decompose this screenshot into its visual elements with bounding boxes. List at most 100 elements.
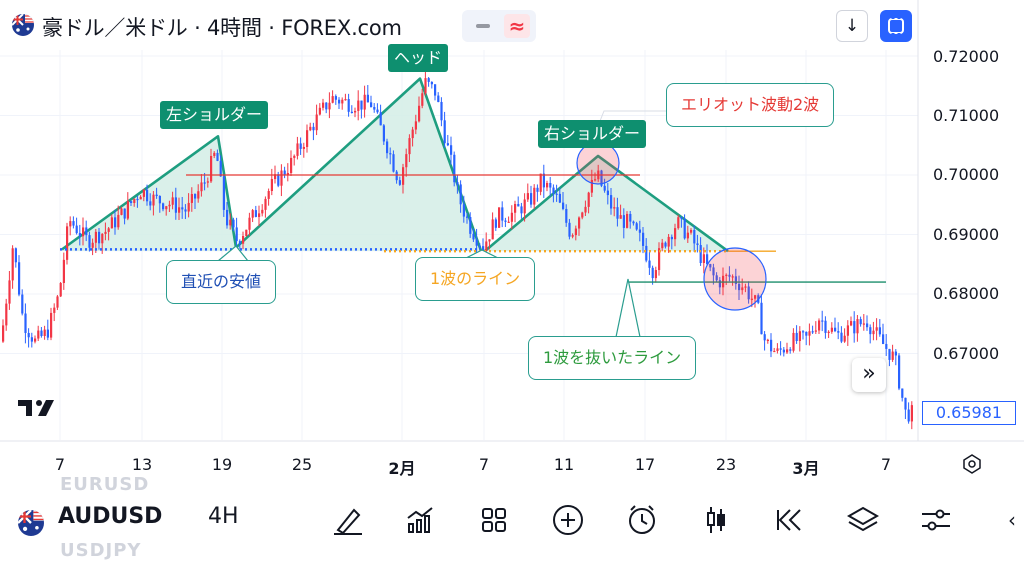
candle-body: [434, 84, 437, 96]
candle-body: [754, 295, 757, 299]
candle-body: [891, 351, 894, 360]
candle-body: [354, 110, 357, 113]
candle-body: [632, 221, 635, 224]
date-label: 25: [291, 455, 313, 474]
download-button[interactable]: ↓: [836, 10, 868, 42]
replay-button[interactable]: [770, 500, 810, 540]
candle-body: [475, 239, 478, 246]
candle-body: [382, 125, 385, 142]
highlight-circles: [576, 141, 767, 311]
candle-body: [606, 190, 609, 196]
candle-body: [245, 229, 248, 236]
candle-body: [885, 343, 888, 349]
candle-body: [520, 206, 523, 214]
fullscreen-button[interactable]: [880, 10, 912, 42]
prev-symbol: EURUSD: [60, 474, 150, 495]
candle-body: [274, 174, 277, 180]
candle-body: [690, 229, 693, 233]
candlestick-series: [2, 70, 913, 430]
grid-icon: [482, 508, 506, 532]
candle-body: [85, 227, 88, 236]
candle-body: [286, 172, 289, 175]
candle-body: [568, 222, 571, 237]
compare-toggle[interactable]: ≈: [462, 10, 536, 42]
candle-body: [267, 191, 270, 199]
candle-body: [40, 330, 43, 337]
candle-body: [213, 152, 216, 156]
candle-body: [389, 153, 392, 155]
candle-body: [744, 286, 747, 288]
candle-body: [341, 99, 344, 104]
draw-button[interactable]: [328, 500, 368, 540]
candle-body: [5, 303, 8, 326]
candle-body: [798, 331, 801, 341]
chart-type-button[interactable]: [696, 500, 736, 540]
candle-body: [366, 94, 369, 103]
candle-body: [318, 107, 321, 115]
candle-body: [693, 229, 696, 244]
symbol-name[interactable]: AUDUSD: [58, 504, 163, 529]
minus-icon[interactable]: [476, 24, 490, 28]
candle-body: [773, 350, 776, 353]
candle-body: [805, 331, 808, 336]
alert-button[interactable]: [622, 500, 662, 540]
candle-body: [712, 267, 715, 276]
layers-button[interactable]: [843, 500, 883, 540]
candle-body: [488, 239, 491, 242]
candle-body: [536, 187, 539, 192]
candle-body: [222, 176, 225, 210]
candle-body: [856, 319, 859, 334]
axis-settings-icon[interactable]: [960, 452, 984, 476]
date-label: 7: [54, 455, 66, 474]
candle-body: [702, 254, 705, 264]
candle-body: [846, 325, 849, 336]
date-label: 19: [211, 455, 233, 474]
chart-title[interactable]: 豪ドル／米ドル · 4時間 · FOREX.com: [42, 16, 402, 40]
candle-body: [670, 236, 673, 240]
price-chart[interactable]: [0, 0, 1024, 480]
candle-body: [216, 152, 219, 161]
date-label: 7: [880, 455, 892, 474]
candle-body: [408, 138, 411, 155]
candle-body: [24, 313, 27, 333]
candle-body: [373, 106, 376, 110]
candle-body: [616, 207, 619, 219]
candle-body: [219, 160, 222, 177]
candle-body: [446, 143, 449, 146]
layouts-button[interactable]: [474, 500, 514, 540]
candle-body: [814, 330, 817, 332]
candle-body: [376, 109, 379, 113]
candle-body: [776, 348, 779, 351]
candle-body: [587, 192, 590, 207]
candle-body: [904, 397, 907, 410]
candle-body: [469, 217, 472, 234]
candle-body: [146, 189, 149, 202]
indicators-button[interactable]: [400, 500, 440, 540]
scroll-to-realtime-button[interactable]: »: [852, 358, 886, 392]
more-chevron-icon[interactable]: ‹: [1008, 508, 1016, 532]
candle-body: [66, 226, 69, 260]
candle-body: [78, 233, 81, 237]
candle-body: [619, 215, 622, 219]
candle-body: [651, 267, 654, 279]
candle-body: [782, 349, 785, 353]
candle-body: [910, 405, 913, 422]
candle-body: [638, 229, 641, 233]
approx-icon[interactable]: ≈: [504, 14, 530, 38]
candle-body: [850, 321, 853, 326]
candle-body: [498, 207, 501, 228]
candle-body: [210, 155, 213, 182]
candle-body: [872, 330, 875, 335]
candle-body: [386, 141, 389, 154]
candle-body: [648, 260, 651, 268]
add-button[interactable]: [548, 500, 588, 540]
candle-body: [251, 210, 254, 218]
candle-body: [178, 207, 181, 213]
candle-body: [478, 245, 481, 247]
candle-body: [181, 207, 184, 210]
candle-body: [763, 334, 766, 341]
settings-button[interactable]: [916, 500, 956, 540]
interval-selector[interactable]: 4H: [208, 504, 239, 529]
candle-body: [155, 194, 158, 196]
candle-body: [322, 102, 325, 108]
